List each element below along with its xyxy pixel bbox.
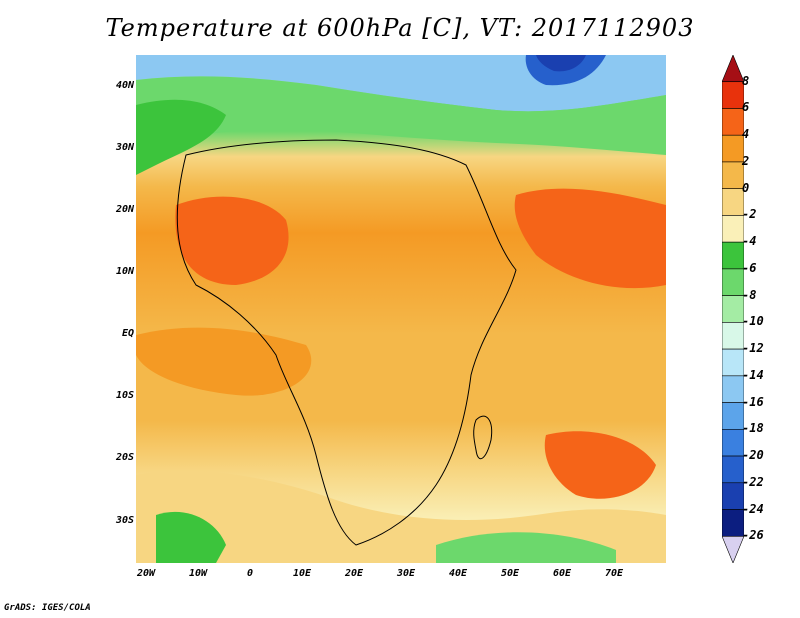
colorbar-label: -22: [742, 474, 764, 489]
lat-label-30n: 30N: [115, 142, 134, 153]
lat-label-20n: 20N: [115, 204, 134, 215]
colorbar-label: -14: [742, 367, 764, 382]
lat-label-eq: EQ: [121, 328, 134, 339]
colorbar-label: 2: [742, 153, 750, 168]
map-title: Temperature at 600hPa [C], VT: 201711290…: [105, 14, 695, 42]
colorbar-label: -24: [742, 501, 764, 516]
lon-label-20e: 20E: [344, 568, 364, 579]
colorbar-cell: [722, 161, 744, 189]
lon-label-0: 0: [246, 568, 254, 579]
colorbar: [722, 55, 744, 563]
lon-label-60e: 60E: [552, 568, 572, 579]
colorbar-label: -20: [742, 448, 764, 463]
colorbar-label: -4: [742, 234, 757, 249]
lon-label-40e: 40E: [448, 568, 468, 579]
lon-label-70e: 70E: [604, 568, 624, 579]
colorbar-cell: [722, 295, 744, 323]
colorbar-label: -8: [742, 287, 757, 302]
colorbar-cell: [722, 188, 744, 216]
colorbar-cell: [722, 348, 744, 377]
lon-label-50e: 50E: [500, 568, 520, 579]
lat-label-10n: 10N: [115, 266, 134, 277]
lon-label-10w: 10W: [188, 568, 208, 579]
colorbar-label: 6: [742, 100, 750, 115]
lat-label-40n: 40N: [115, 80, 134, 91]
lon-label-10e: 10E: [292, 568, 312, 579]
colorbar-label: -2: [742, 207, 757, 222]
colorbar-label: 8: [742, 73, 750, 88]
colorbar-label: -10: [742, 314, 764, 329]
colorbar-cell: [722, 455, 744, 484]
colorbar-cell: [722, 375, 744, 403]
colorbar-label: -12: [742, 341, 764, 356]
colorbar-cell: [722, 268, 744, 296]
grads-credit: GrADS: IGES/COLA: [4, 603, 91, 613]
colorbar-cell: [722, 134, 744, 163]
colorbar-label: -26: [742, 528, 764, 543]
colorbar-label: -18: [742, 421, 764, 436]
colorbar-label: 4: [742, 127, 750, 142]
colorbar-cell: [722, 81, 744, 109]
temperature-map: [136, 55, 666, 563]
colorbar-cell: [722, 429, 744, 457]
colorbar-label: 0: [742, 180, 750, 195]
colorbar-cell: [722, 55, 744, 83]
colorbar-cell: [722, 241, 744, 270]
colorbar-label: -16: [742, 394, 764, 409]
lon-label-30e: 30E: [396, 568, 416, 579]
colorbar-cell: [722, 482, 744, 510]
colorbar-cell: [722, 402, 744, 430]
lat-label-20s: 20S: [115, 452, 134, 463]
lat-label-30s: 30S: [115, 515, 134, 526]
colorbar-cell: [722, 215, 744, 243]
colorbar-cell: [722, 535, 744, 563]
colorbar-cell: [722, 322, 744, 350]
colorbar-cell: [722, 509, 744, 537]
lon-label-20w: 20W: [136, 568, 156, 579]
lat-label-10s: 10S: [115, 390, 134, 401]
colorbar-label: -6: [742, 260, 757, 275]
colorbar-cell: [722, 108, 744, 136]
